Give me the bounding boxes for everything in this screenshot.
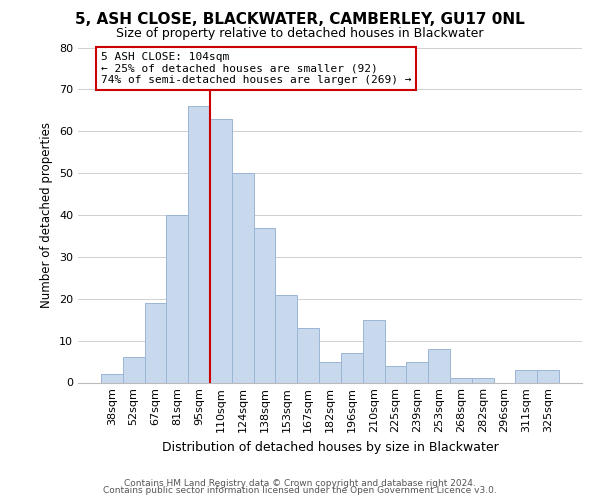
Bar xyxy=(232,173,254,382)
Bar xyxy=(166,215,188,382)
Bar xyxy=(145,303,166,382)
X-axis label: Distribution of detached houses by size in Blackwater: Distribution of detached houses by size … xyxy=(161,441,499,454)
Bar xyxy=(385,366,406,382)
Text: Contains HM Land Registry data © Crown copyright and database right 2024.: Contains HM Land Registry data © Crown c… xyxy=(124,478,476,488)
Bar xyxy=(297,328,319,382)
Bar xyxy=(123,358,145,382)
Bar xyxy=(450,378,472,382)
Y-axis label: Number of detached properties: Number of detached properties xyxy=(40,122,53,308)
Bar xyxy=(254,228,275,382)
Text: 5, ASH CLOSE, BLACKWATER, CAMBERLEY, GU17 0NL: 5, ASH CLOSE, BLACKWATER, CAMBERLEY, GU1… xyxy=(75,12,525,28)
Bar xyxy=(537,370,559,382)
Text: Size of property relative to detached houses in Blackwater: Size of property relative to detached ho… xyxy=(116,28,484,40)
Bar xyxy=(275,294,297,382)
Bar xyxy=(101,374,123,382)
Bar xyxy=(341,353,363,382)
Text: 5 ASH CLOSE: 104sqm
← 25% of detached houses are smaller (92)
74% of semi-detach: 5 ASH CLOSE: 104sqm ← 25% of detached ho… xyxy=(101,52,412,85)
Bar xyxy=(363,320,385,382)
Bar xyxy=(406,362,428,382)
Bar xyxy=(188,106,210,382)
Bar xyxy=(428,349,450,382)
Bar xyxy=(210,118,232,382)
Text: Contains public sector information licensed under the Open Government Licence v3: Contains public sector information licen… xyxy=(103,486,497,495)
Bar xyxy=(515,370,537,382)
Bar xyxy=(472,378,494,382)
Bar xyxy=(319,362,341,382)
